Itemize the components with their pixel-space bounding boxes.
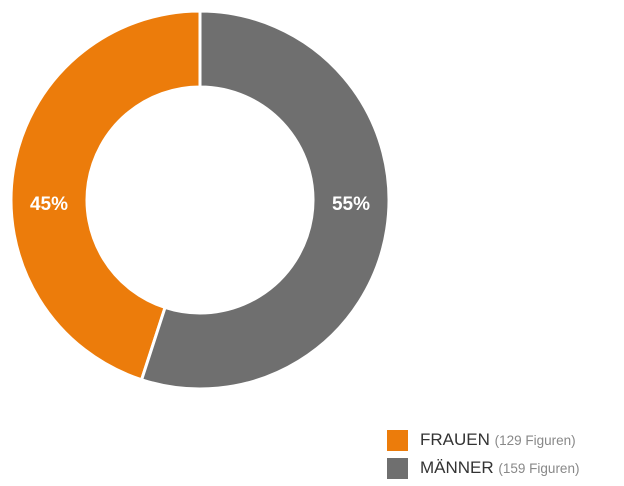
value-label: 45% bbox=[30, 194, 68, 215]
donut-segment bbox=[139, 9, 391, 391]
legend-name: FRAUEN bbox=[420, 430, 490, 449]
legend-swatch bbox=[387, 458, 408, 479]
donut-segment bbox=[9, 9, 202, 382]
legend-note: (129 Figuren) bbox=[495, 433, 576, 448]
legend-swatch bbox=[387, 430, 408, 451]
legend-entry: FRAUEN (129 Figuren) bbox=[420, 430, 576, 449]
value-label: 55% bbox=[332, 194, 370, 215]
legend-note: (159 Figuren) bbox=[498, 461, 579, 476]
legend-name: MÄNNER bbox=[420, 458, 494, 477]
legend-entry: MÄNNER (159 Figuren) bbox=[420, 458, 579, 477]
